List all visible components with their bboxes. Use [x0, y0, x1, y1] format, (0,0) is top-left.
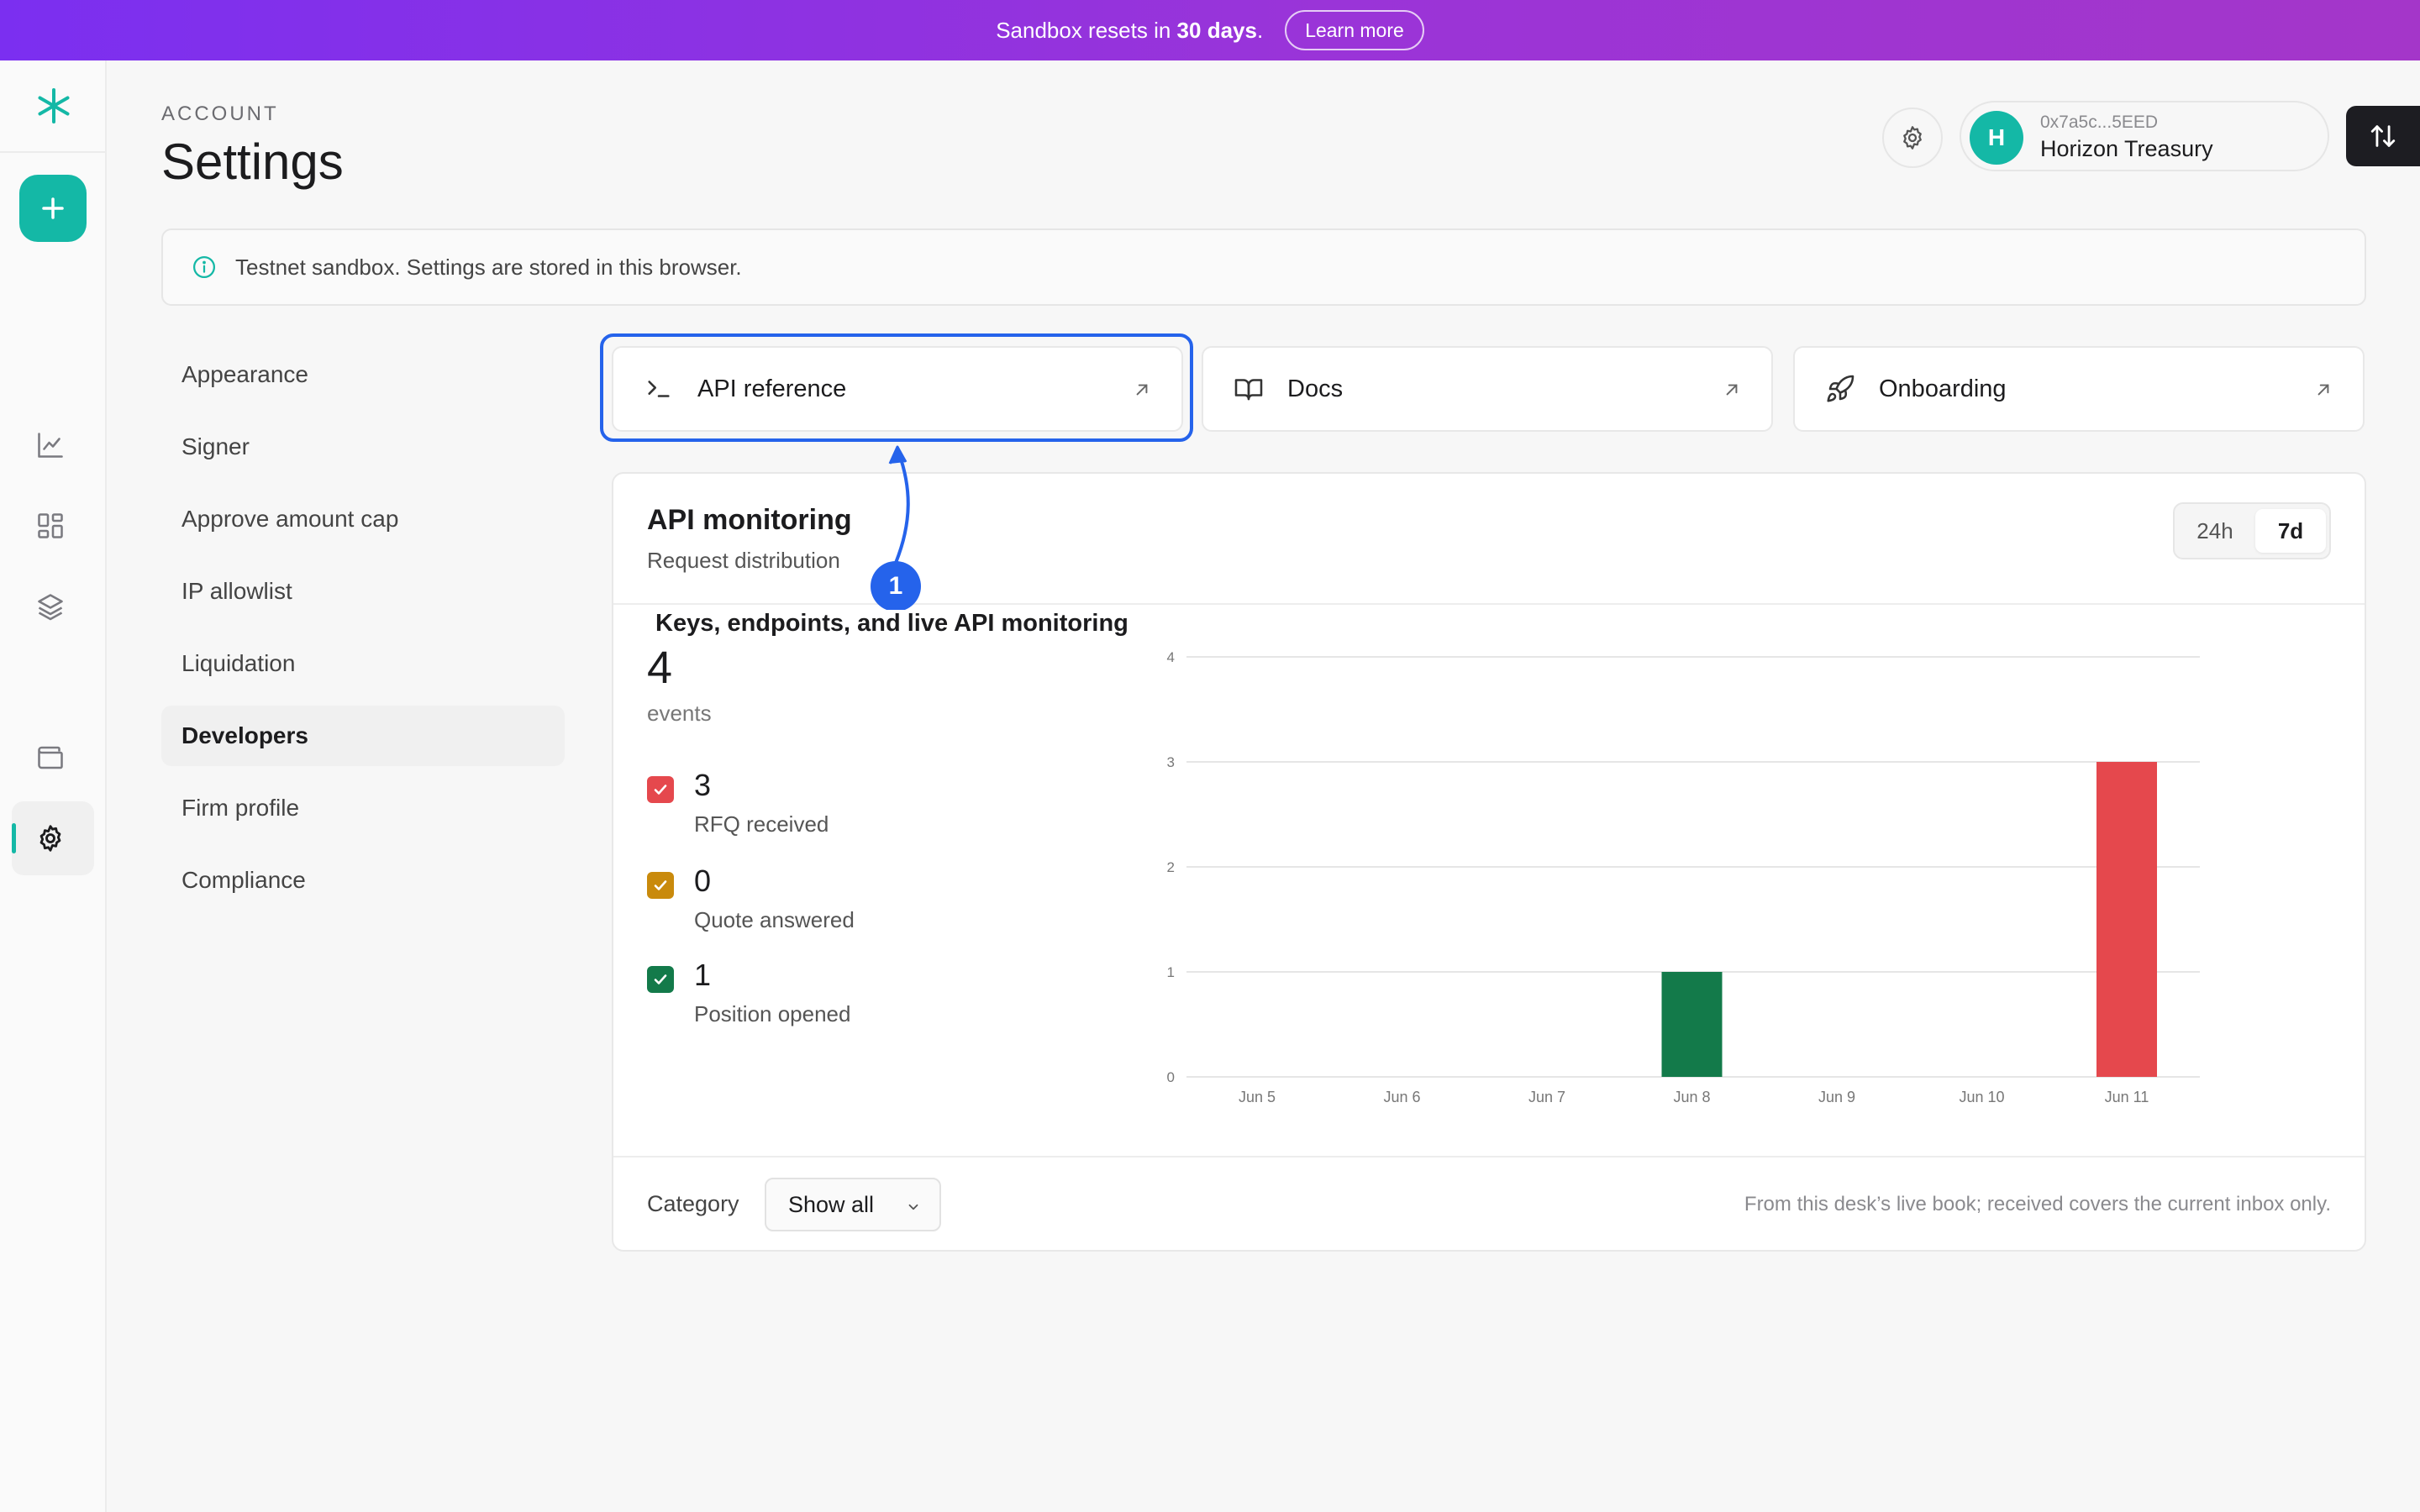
rfq-checkbox[interactable] — [647, 776, 674, 803]
swap-arrows-icon — [2370, 125, 2396, 147]
rocket-icon — [1823, 372, 1857, 406]
info-icon — [193, 256, 215, 278]
learn-more-button[interactable]: Learn more — [1285, 10, 1424, 50]
grid-icon — [38, 513, 63, 538]
gear-icon — [39, 825, 61, 852]
footnote: From this desk’s live book; received cov… — [1744, 1193, 2331, 1215]
api-reference-card[interactable]: API reference — [612, 346, 1183, 432]
plus-icon — [42, 197, 64, 219]
docs-label: Docs — [1287, 375, 1344, 402]
terminal-icon — [642, 372, 676, 406]
stat-value: 1 — [694, 958, 712, 992]
range-24h[interactable]: 24h — [2196, 517, 2233, 543]
wallet-icon — [38, 746, 63, 769]
new-button[interactable] — [19, 175, 87, 242]
avatar: H — [1970, 111, 2023, 165]
check-icon — [654, 974, 667, 984]
settings-nav-appearance[interactable]: Appearance — [182, 361, 309, 387]
divider — [613, 603, 2365, 605]
external-arrow-icon — [1136, 384, 1148, 396]
category-select[interactable]: Show all — [765, 1178, 941, 1231]
swap-button[interactable] — [2346, 106, 2420, 166]
panel-title: API monitoring — [647, 504, 852, 536]
x-tick-label: Jun 11 — [2105, 1089, 2149, 1105]
divider — [613, 1156, 2365, 1158]
external-arrow-icon — [2317, 384, 2329, 396]
settings-button[interactable] — [1882, 108, 1943, 168]
gear-icon — [1903, 126, 1922, 150]
rail-active-bg — [12, 801, 94, 875]
page-eyebrow: ACCOUNT — [161, 102, 279, 125]
stat-value: 0 — [694, 864, 712, 898]
bar — [2096, 762, 2157, 1077]
api-reference-label: API reference — [697, 375, 847, 402]
chevron-down-icon — [908, 1204, 918, 1210]
y-tick-label: 4 — [1167, 649, 1175, 665]
range-toggle: 24h 7d — [2173, 502, 2331, 559]
x-tick-label: Jun 8 — [1673, 1089, 1710, 1105]
category-label: Category — [647, 1191, 739, 1216]
total-events-label: events — [647, 701, 712, 726]
category-value: Show all — [788, 1191, 875, 1217]
external-arrow-icon — [1726, 384, 1738, 396]
x-tick-label: Jun 10 — [1959, 1089, 2004, 1105]
settings-nav-ip-allowlist[interactable]: IP allowlist — [182, 578, 292, 604]
info-banner: Testnet sandbox. Settings are stored in … — [161, 228, 2366, 306]
rail-active-indicator — [12, 823, 16, 853]
settings-nav-approve-amount-cap[interactable]: Approve amount cap — [182, 506, 399, 532]
y-tick-label: 1 — [1167, 964, 1175, 980]
icon-rail — [0, 60, 107, 1512]
settings-nav-liquidation[interactable]: Liquidation — [182, 650, 296, 676]
banner-text: Sandbox resets in 30 days. — [996, 17, 1264, 43]
layers-icon — [38, 594, 63, 621]
onboarding-label: Onboarding — [1879, 375, 2007, 402]
rail-layers[interactable] — [30, 586, 71, 627]
stat-label: Quote answered — [694, 907, 855, 932]
quote-checkbox[interactable] — [647, 872, 674, 899]
account-address: 0x7a5c...5EED — [2040, 113, 2159, 132]
position-checkbox[interactable] — [647, 966, 674, 993]
total-events-count: 4 — [647, 643, 673, 693]
stat-label: RFQ received — [694, 811, 829, 837]
rail-dashboard[interactable] — [30, 506, 71, 546]
account-switcher[interactable]: H 0x7a5c...5EED Horizon Treasury — [1960, 101, 2329, 171]
settings-nav-firm-profile[interactable]: Firm profile — [182, 795, 300, 821]
check-icon — [654, 880, 667, 890]
rail-wallet[interactable] — [30, 738, 71, 778]
x-tick-label: Jun 6 — [1383, 1089, 1420, 1105]
stat-label: Position opened — [694, 1001, 851, 1026]
onboarding-card[interactable]: Onboarding — [1793, 346, 2365, 432]
api-reference-highlight — [600, 333, 1193, 442]
stat-value: 3 — [694, 768, 712, 802]
x-tick-label: Jun 5 — [1239, 1089, 1276, 1105]
page-title: Settings — [161, 134, 344, 190]
request-distribution-chart: 0 1 2 3 4 Jun 5 Jun 6 Jun 7 Jun 8 Jun 9 Jun 10 Jun … — [1167, 649, 2200, 1105]
y-tick-label: 0 — [1167, 1069, 1175, 1085]
bar — [1661, 972, 1723, 1077]
sandbox-banner: Sandbox resets in 30 days. Learn more — [0, 0, 2420, 60]
chart-line-icon — [38, 433, 63, 458]
annotation-text: Keys, endpoints, and live API monitoring — [655, 610, 1128, 638]
asterisk-logo-icon — [38, 88, 69, 123]
annotation-badge: 1 — [871, 561, 921, 612]
panel-subtitle: Request distribution — [647, 548, 840, 573]
x-tick-label: Jun 9 — [1818, 1089, 1855, 1105]
y-tick-label: 3 — [1167, 754, 1175, 770]
check-icon — [654, 785, 667, 795]
info-text: Testnet sandbox. Settings are stored in … — [235, 254, 742, 280]
x-tick-label: Jun 7 — [1528, 1089, 1565, 1105]
settings-nav-compliance[interactable]: Compliance — [182, 867, 306, 893]
rail-analytics[interactable] — [30, 425, 71, 465]
book-icon — [1232, 372, 1265, 406]
y-tick-label: 2 — [1167, 859, 1175, 875]
settings-nav-developers[interactable]: Developers — [161, 706, 565, 766]
range-7d[interactable]: 7d — [2255, 509, 2326, 553]
docs-card[interactable]: Docs — [1202, 346, 1773, 432]
account-name: Horizon Treasury — [2040, 136, 2213, 161]
rail-settings[interactable] — [30, 818, 71, 858]
settings-nav-signer[interactable]: Signer — [182, 433, 250, 459]
settings-nav: Appearance Signer Approve amount cap IP … — [161, 344, 565, 922]
logo[interactable] — [0, 60, 107, 153]
